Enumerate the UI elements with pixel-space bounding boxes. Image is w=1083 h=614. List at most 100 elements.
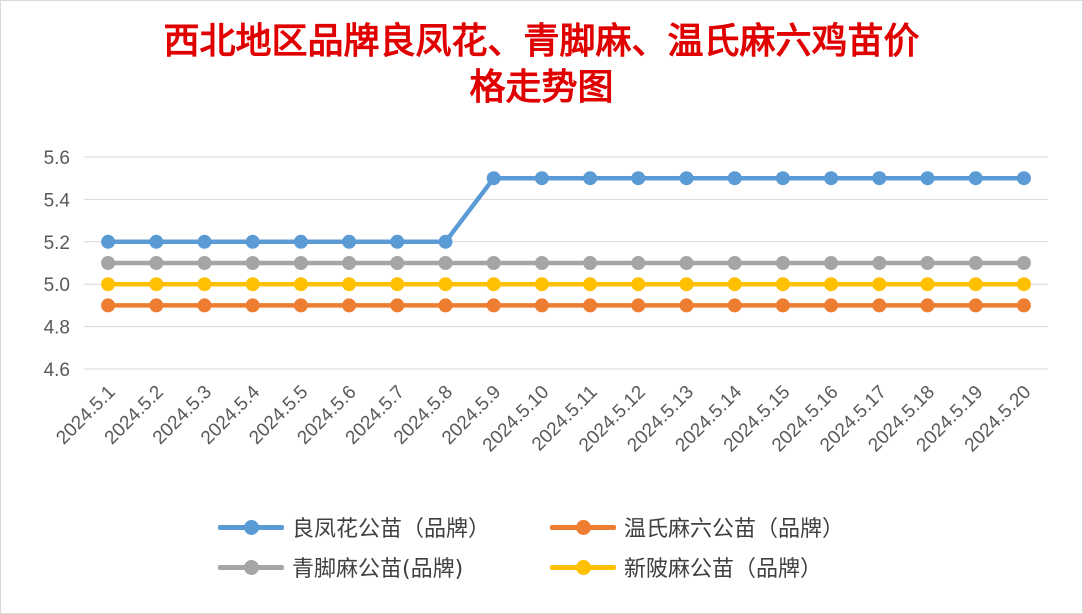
data-point [534,171,549,186]
legend-item: 青脚麻公苗(品牌) [218,550,463,584]
legend-label: 温氏麻六公苗（品牌） [624,517,845,542]
data-point [245,298,260,313]
data-point [1016,171,1031,186]
data-point [438,234,453,249]
data-point [486,171,501,186]
data-point [968,171,983,186]
data-point [245,234,260,249]
data-point [438,298,453,313]
data-point [1016,256,1031,270]
data-point [390,256,405,270]
data-point [583,171,598,186]
data-point [342,298,357,313]
data-point [101,298,116,313]
data-point [390,277,405,292]
data-point [390,234,405,249]
data-point [293,277,308,292]
data-point [1016,277,1031,292]
data-point [679,277,694,292]
data-point [342,234,357,249]
data-point [872,256,887,270]
data-point [101,277,116,292]
data-point [679,298,694,313]
data-point [149,234,164,249]
data-point [293,256,308,270]
data-point [920,277,935,292]
data-point [149,277,164,292]
legend-label: 新陂麻公苗（品牌） [624,557,823,582]
y-tick-label: 4.6 [44,360,70,381]
data-point [727,171,742,186]
data-point [534,256,549,270]
data-point [727,298,742,313]
data-point [245,277,260,292]
data-point [824,171,839,186]
data-point [872,277,887,292]
data-point [101,256,116,270]
legend-item: 新陂麻公苗（品牌） [550,550,822,584]
y-tick-label: 5.6 [44,148,70,169]
legend: 良凤花公苗（品牌） 温氏麻六公苗（品牌） 青脚麻公苗(品牌) 新陂麻公苗（品牌） [0,506,1083,596]
data-point [583,277,598,292]
data-point [775,171,790,186]
data-point [438,277,453,292]
data-point [968,298,983,313]
data-point [245,256,260,270]
data-point [775,256,790,270]
legend-label: 青脚麻公苗(品牌) [292,557,464,582]
chart-title: 西北地区品牌良凤花、青脚麻、温氏麻六鸡苗价 格走势图 [0,18,1083,110]
legend-swatch [218,510,284,544]
data-point [101,234,116,249]
data-point [920,256,935,270]
legend-swatch [550,510,616,544]
data-point [631,298,646,313]
data-point [583,256,598,270]
legend-swatch [218,550,284,584]
data-point [486,256,501,270]
y-tick-label: 5.0 [44,275,70,296]
data-point [149,256,164,270]
data-point [872,171,887,186]
data-point [920,298,935,313]
data-point [727,277,742,292]
data-point [920,171,935,186]
chart-title-line1: 西北地区品牌良凤花、青脚麻、温氏麻六鸡苗价 [163,20,920,62]
data-point [824,277,839,292]
data-point [824,298,839,313]
data-point [486,277,501,292]
data-point [438,256,453,270]
data-point [486,298,501,313]
data-point [775,298,790,313]
data-point [583,298,598,313]
data-point [390,298,405,313]
y-tick-label: 5.4 [44,190,71,211]
data-point [149,298,164,313]
data-point [968,277,983,292]
data-point [342,277,357,292]
data-point [872,298,887,313]
data-point [631,256,646,270]
data-point [679,171,694,186]
legend-item: 温氏麻六公苗（品牌） [550,510,844,544]
data-point [631,277,646,292]
data-point [197,234,212,249]
legend-swatch [550,550,616,584]
data-point [968,256,983,270]
data-point [1016,298,1031,313]
data-point [197,256,212,270]
data-point [293,298,308,313]
chart-title-line2: 格走势图 [469,66,614,108]
legend-item: 良凤花公苗（品牌） [218,510,490,544]
data-point [727,256,742,270]
data-point [342,256,357,270]
data-point [197,277,212,292]
data-point [631,171,646,186]
data-point [534,277,549,292]
data-point [824,256,839,270]
legend-label: 良凤花公苗（品牌） [292,517,491,542]
series-line [105,175,1027,245]
data-point [534,298,549,313]
data-point [197,298,212,313]
data-point [679,256,694,270]
